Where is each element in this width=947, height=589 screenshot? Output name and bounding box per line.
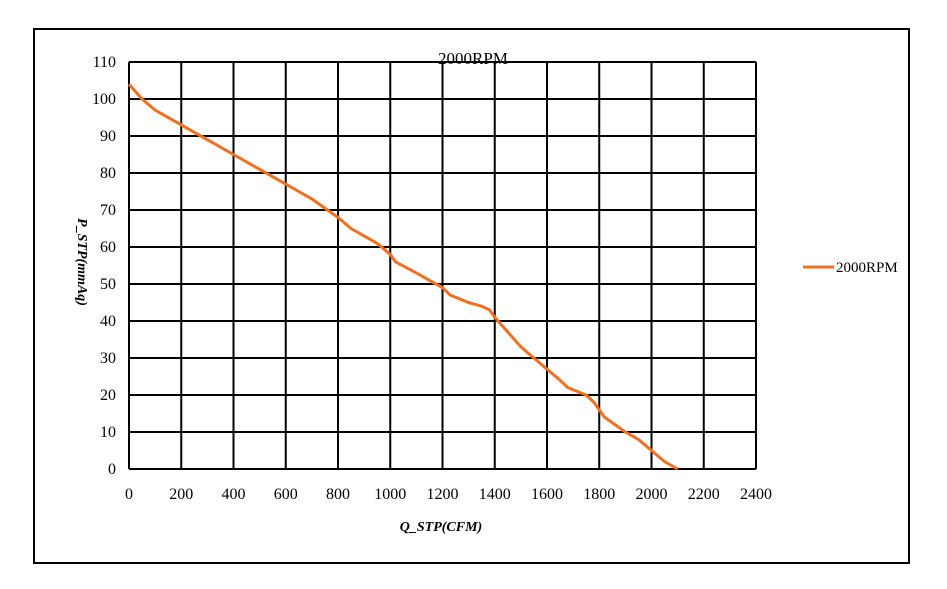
x-tick-label: 200	[169, 486, 193, 503]
y-tick-label: 20	[100, 387, 116, 404]
y-tick-label: 100	[92, 91, 116, 108]
x-tick-label: 2400	[740, 486, 772, 503]
x-tick-label: 1400	[479, 486, 511, 503]
chart-frame	[33, 28, 910, 564]
x-tick-label: 800	[326, 486, 350, 503]
x-tick-label: 2200	[688, 486, 720, 503]
x-tick-label: 1600	[531, 486, 563, 503]
y-tick-label: 50	[100, 276, 116, 293]
y-tick-label: 110	[93, 54, 116, 71]
x-tick-label: 1200	[427, 486, 459, 503]
y-tick-label: 70	[100, 202, 116, 219]
y-tick-label: 80	[100, 165, 116, 182]
legend-label: 2000RPM	[836, 260, 898, 276]
series-lines	[127, 83, 679, 471]
y-tick-label: 40	[100, 313, 116, 330]
y-tick-label: 90	[100, 128, 116, 145]
x-axis-label: Q_STP(CFM)	[400, 520, 482, 535]
y-tick-label: 10	[100, 424, 116, 441]
y-tick-label: 60	[100, 239, 116, 256]
x-tick-label: 1800	[583, 486, 615, 503]
legend: 2000RPM	[803, 260, 898, 276]
grid	[128, 61, 757, 470]
tick-labels: 0 200 400 600 800 1000 1200 1400 1600 1800 2000 220…	[92, 54, 772, 503]
series-line-0	[127, 83, 679, 471]
x-tick-label: 1000	[374, 486, 406, 503]
x-tick-label: 2000	[636, 486, 668, 503]
y-tick-label: 0	[108, 461, 116, 478]
chart-title: 2000RPM	[438, 49, 508, 68]
y-tick-label: 30	[100, 350, 116, 367]
y-axis-label: P_STP(mmAq)	[74, 218, 89, 306]
x-tick-label: 400	[222, 486, 246, 503]
x-tick-label: 600	[274, 486, 298, 503]
x-tick-label: 0	[125, 486, 133, 503]
